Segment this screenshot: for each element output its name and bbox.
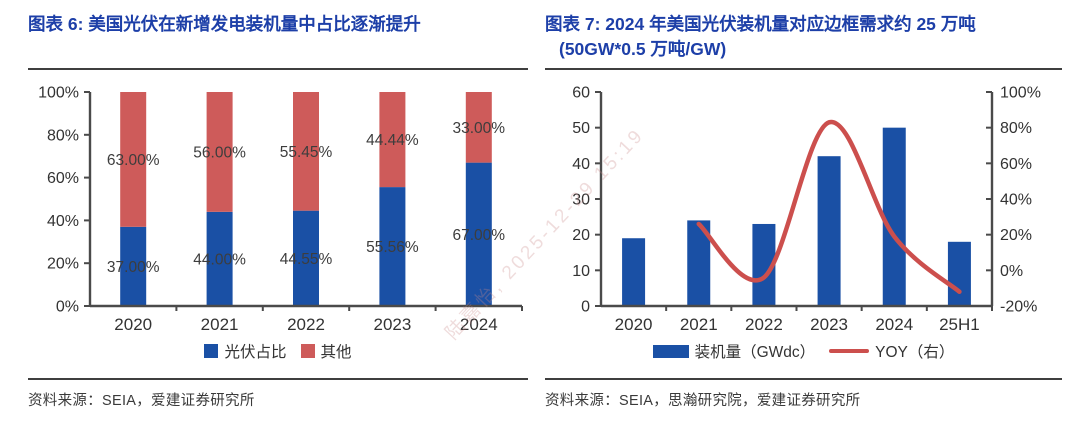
installations-bar (817, 156, 841, 306)
figure-6-legend: 光伏占比 其他 (28, 336, 528, 366)
legend-item-other: 其他 (300, 340, 352, 362)
figure-6-chart-area: 0% 20% 40% 60% 80% 100% 37.00% 63.00% 2020 44.00%… (28, 84, 528, 336)
yoy-line-swatch-icon (829, 349, 870, 353)
x-axis-category-label: 2022 (287, 315, 325, 334)
yoy-line (696, 120, 962, 294)
right-axis-tick-label: 80% (1000, 120, 1032, 137)
figure-6-top-rule (28, 68, 528, 70)
installations-bar (947, 241, 971, 306)
y-axis-tick-label: 60% (47, 170, 79, 187)
installations-bar (882, 127, 906, 306)
left-axis-tick-label: 10 (572, 263, 590, 280)
pv-share-bar-segment (206, 211, 233, 306)
installations-bar (687, 220, 711, 306)
installations-legend-label: 装机量（GWdc） (694, 344, 816, 361)
x-axis-category-label: 2024 (460, 315, 498, 334)
legend-item-yoy: YOY（右） (829, 340, 954, 362)
other-value-label: 63.00% (107, 152, 160, 169)
y-axis-tick-label: 100% (38, 85, 79, 102)
left-axis-tick-label: 20 (572, 227, 590, 244)
figure-6-bottom-rule (28, 378, 528, 380)
figure-7-bottom-rule (545, 378, 1062, 380)
figure-6-panel: 图表 6: 美国光伏在新增发电装机量中占比逐渐提升 0% 20% 40% 60% 80%… (28, 12, 528, 431)
other-bar-segment (379, 92, 406, 188)
x-axis-category-label: 2024 (875, 315, 913, 334)
other-bar-segment (465, 92, 492, 163)
x-axis-category-label: 2021 (680, 315, 718, 334)
solar-share-stacked-bar-chart: 0% 20% 40% 60% 80% 100% 37.00% 63.00% 2020 44.00%… (38, 85, 523, 334)
figure-7-title: 图表 7: 2024 年美国光伏装机量对应边框需求约 25 万吨 (50GW*0… (545, 12, 1062, 68)
pv-share-value-label: 44.55% (280, 251, 333, 268)
left-axis-tick-label: 60 (572, 85, 590, 102)
other-value-label: 33.00% (453, 120, 506, 137)
x-axis-category-label: 2023 (810, 315, 848, 334)
pv-share-swatch-icon (204, 344, 219, 358)
figure-6-source: 资料来源：SEIA，爱建证券研究所 (28, 393, 255, 409)
pv-share-value-label: 55.56% (366, 239, 419, 256)
other-swatch-icon (300, 344, 315, 358)
y-axis-tick-label: 20% (47, 256, 79, 273)
figure-7-title-line1: 图表 7: 2024 年美国光伏装机量对应边框需求约 25 万吨 (545, 14, 976, 34)
other-value-label: 55.45% (280, 144, 333, 161)
installations-bar (752, 223, 776, 306)
figure-6-title-text: 图表 6: 美国光伏在新增发电装机量中占比逐渐提升 (28, 14, 421, 34)
other-bar-segment (120, 92, 147, 227)
installations-bar (622, 238, 646, 306)
legend-item-pv-share: 光伏占比 (204, 340, 287, 362)
pv-share-legend-label: 光伏占比 (224, 344, 287, 361)
right-axis-tick-label: 20% (1000, 227, 1032, 244)
figure-7-panel: 图表 7: 2024 年美国光伏装机量对应边框需求约 25 万吨 (50GW*0… (545, 12, 1062, 431)
x-axis-category-label: 2023 (373, 315, 411, 334)
installations-swatch-icon (652, 344, 689, 358)
pv-share-bar-segment (120, 226, 147, 306)
pv-share-value-label: 44.00% (193, 251, 246, 268)
left-axis-tick-label: 30 (572, 192, 590, 209)
figure-7-source: 资料来源：SEIA，思瀚研究院，爱建证券研究所 (545, 393, 861, 409)
yoy-legend-label: YOY（右） (875, 344, 955, 361)
pv-share-bar-segment (379, 187, 406, 306)
other-legend-label: 其他 (320, 344, 352, 361)
x-axis-category-label: 2020 (615, 315, 653, 334)
left-axis-tick-label: 50 (572, 120, 590, 137)
x-axis-category-label: 2021 (201, 315, 239, 334)
pv-share-bar-segment (465, 162, 492, 306)
right-axis-tick-label: 40% (1000, 192, 1032, 209)
left-axis-tick-label: 40 (572, 156, 590, 173)
figure-6-title: 图表 6: 美国光伏在新增发电装机量中占比逐渐提升 (28, 12, 528, 68)
other-value-label: 56.00% (193, 144, 246, 161)
x-axis-category-label: 25H1 (939, 315, 980, 334)
installations-yoy-combo-chart: 0 10 20 30 40 50 60 -20% 0% 20% 40% 60% 80% 100% 2020 2… (572, 85, 1041, 335)
legend-item-installations: 装机量（GWdc） (652, 340, 816, 362)
figure-7-legend: 装机量（GWdc） YOY（右） (545, 336, 1062, 366)
y-axis-tick-label: 0% (56, 299, 79, 316)
pv-share-value-label: 37.00% (107, 259, 160, 276)
pv-share-bar-segment (293, 210, 319, 306)
right-axis-tick-label: 0% (1000, 263, 1023, 280)
right-axis-tick-label: -20% (1000, 299, 1037, 316)
y-axis-tick-label: 80% (47, 127, 79, 144)
right-axis-tick-label: 100% (1000, 85, 1041, 102)
other-bar-segment (206, 92, 233, 212)
figure-7-chart-area: 0 10 20 30 40 50 60 -20% 0% 20% 40% 60% 80% 100% 2020 2… (545, 84, 1062, 336)
right-axis-tick-label: 60% (1000, 156, 1032, 173)
left-axis-tick-label: 0 (581, 299, 590, 316)
y-axis-tick-label: 40% (47, 213, 79, 230)
x-axis-category-label: 2020 (114, 315, 152, 334)
pv-share-value-label: 67.00% (453, 227, 506, 244)
x-axis-category-label: 2022 (745, 315, 783, 334)
figure-7-top-rule (545, 68, 1062, 70)
figure-7-title-line2: (50GW*0.5 万吨/GW) (559, 39, 727, 60)
other-bar-segment (293, 92, 319, 211)
other-value-label: 44.44% (366, 132, 419, 149)
